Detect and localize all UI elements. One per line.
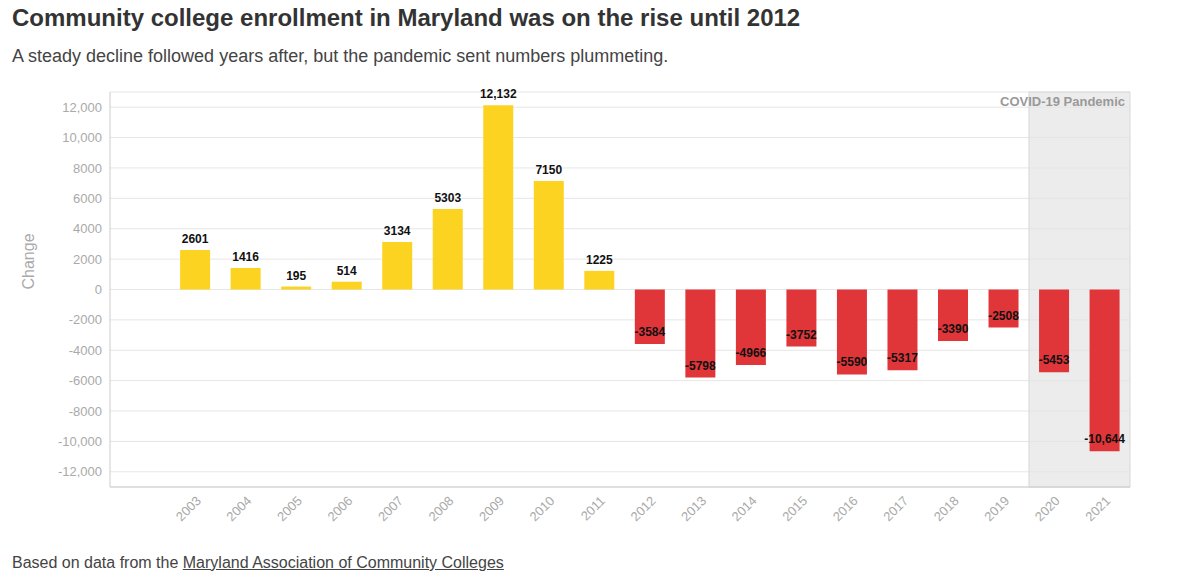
svg-text:7150: 7150	[535, 163, 562, 177]
svg-text:2000: 2000	[73, 252, 102, 267]
svg-text:2012: 2012	[628, 493, 659, 524]
svg-text:-5317: -5317	[887, 351, 918, 365]
svg-text:2021: 2021	[1082, 493, 1113, 524]
svg-text:-8000: -8000	[69, 404, 102, 419]
svg-text:2007: 2007	[375, 493, 406, 524]
svg-text:COVID-19 Pandemic: COVID-19 Pandemic	[1000, 94, 1125, 109]
svg-text:-5590: -5590	[837, 355, 868, 369]
svg-text:4000: 4000	[73, 221, 102, 236]
svg-text:5303: 5303	[434, 191, 461, 205]
svg-text:2005: 2005	[274, 493, 305, 524]
svg-text:2006: 2006	[324, 493, 355, 524]
svg-text:12,000: 12,000	[62, 100, 102, 115]
svg-text:2019: 2019	[981, 493, 1012, 524]
svg-text:2003: 2003	[173, 493, 204, 524]
html-text:Based on data from the Marylan: Based on data from the Maryland Associat…	[12, 554, 504, 571]
html-text:Community college enrollment i: Community college enrollment in Maryland…	[12, 4, 801, 31]
svg-text:2016: 2016	[830, 493, 861, 524]
html-text:A steady decline followed year: A steady decline followed years after, b…	[12, 46, 669, 66]
svg-text:2014: 2014	[729, 493, 760, 524]
svg-text:514: 514	[337, 264, 357, 278]
svg-text:2010: 2010	[527, 493, 558, 524]
svg-text:0: 0	[95, 282, 102, 297]
svg-text:2013: 2013	[678, 493, 709, 524]
svg-text:3134: 3134	[384, 224, 411, 238]
svg-text:6000: 6000	[73, 191, 102, 206]
svg-text:-4000: -4000	[69, 343, 102, 358]
svg-text:2004: 2004	[223, 493, 254, 524]
svg-text:1225: 1225	[586, 253, 613, 267]
svg-text:-12,000: -12,000	[58, 464, 102, 479]
svg-text:2008: 2008	[425, 493, 456, 524]
svg-text:-3752: -3752	[786, 328, 817, 342]
svg-text:-10,000: -10,000	[58, 434, 102, 449]
svg-text:2018: 2018	[931, 493, 962, 524]
svg-text:10,000: 10,000	[62, 130, 102, 145]
svg-text:2009: 2009	[476, 493, 507, 524]
svg-text:-6000: -6000	[69, 373, 102, 388]
svg-text:2015: 2015	[779, 493, 810, 524]
svg-text:-2508: -2508	[988, 309, 1019, 323]
svg-text:Change: Change	[20, 233, 37, 289]
svg-text:-5798: -5798	[685, 359, 716, 373]
svg-text:8000: 8000	[73, 161, 102, 176]
svg-text:-3584: -3584	[634, 325, 665, 339]
svg-text:195: 195	[286, 269, 306, 283]
svg-text:2017: 2017	[880, 493, 911, 524]
svg-text:-5453: -5453	[1039, 353, 1070, 367]
svg-text:2020: 2020	[1032, 493, 1063, 524]
svg-text:2601: 2601	[182, 232, 209, 246]
svg-text:-2000: -2000	[69, 312, 102, 327]
svg-text:-10,644: -10,644	[1084, 432, 1125, 446]
svg-text:2011: 2011	[578, 493, 608, 523]
svg-text:12,132: 12,132	[480, 87, 517, 101]
svg-text:1416: 1416	[232, 250, 259, 264]
svg-text:-4966: -4966	[736, 346, 767, 360]
svg-text:-3390: -3390	[938, 322, 969, 336]
